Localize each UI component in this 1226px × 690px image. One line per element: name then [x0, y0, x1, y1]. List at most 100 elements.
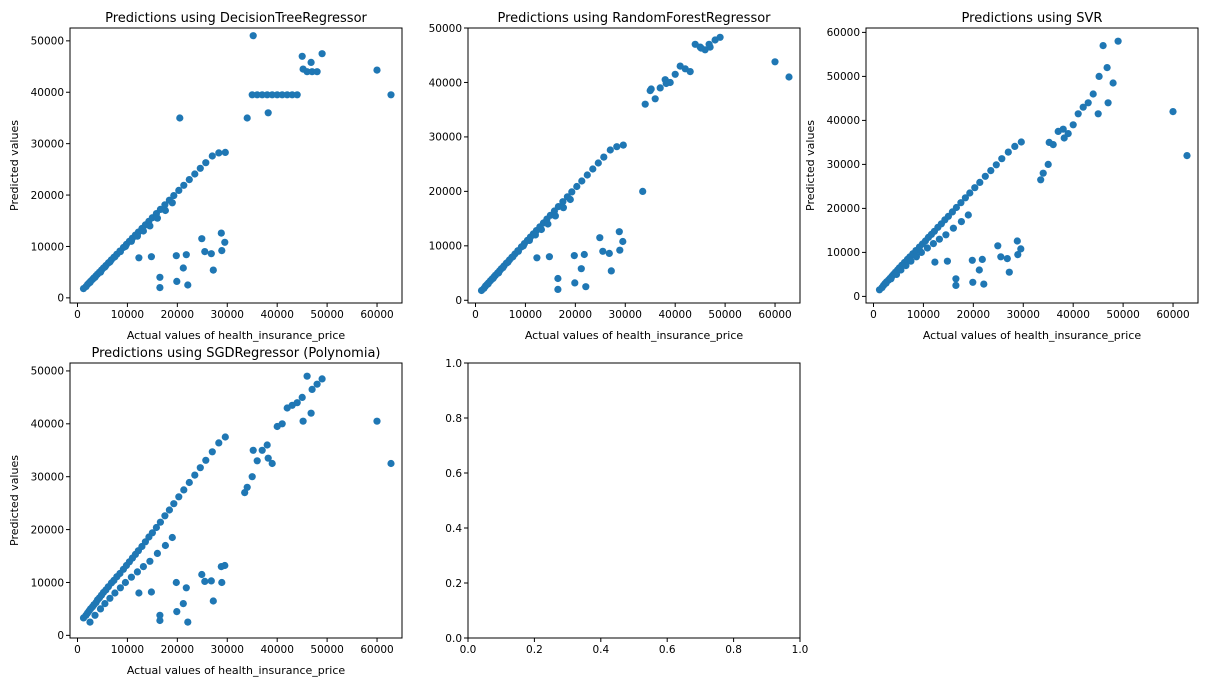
- data-point: [116, 584, 124, 592]
- data-point: [1039, 169, 1047, 177]
- data-point: [1084, 99, 1092, 107]
- subplot-title: Predictions using DecisionTreeRegressor: [105, 11, 367, 26]
- x-tick-label: 0.2: [526, 644, 543, 656]
- data-point: [121, 242, 129, 251]
- data-point: [248, 473, 256, 481]
- data-point: [184, 281, 192, 289]
- data-point: [268, 91, 276, 99]
- data-points: [477, 33, 793, 295]
- x-tick-label: 50000: [310, 644, 343, 656]
- data-point: [619, 141, 627, 149]
- data-point: [671, 70, 679, 78]
- x-tick-label: 60000: [360, 309, 393, 321]
- data-point: [578, 177, 586, 185]
- data-point: [589, 165, 597, 173]
- data-point: [264, 109, 272, 117]
- data-point: [568, 188, 576, 196]
- x-tick-label: 1.0: [792, 644, 809, 656]
- y-tick-label: 0: [455, 295, 462, 307]
- x-tick-label: 60000: [758, 309, 791, 321]
- data-point: [135, 589, 143, 597]
- data-point: [533, 254, 541, 262]
- y-tick-label: 0.8: [445, 413, 462, 425]
- data-point: [179, 264, 187, 272]
- data-point: [917, 248, 926, 256]
- data-point: [1059, 125, 1067, 133]
- axes-frame: [865, 27, 1199, 304]
- data-point: [176, 114, 184, 122]
- data-point: [599, 247, 607, 255]
- data-point: [133, 568, 141, 576]
- y-tick-label: 0: [853, 291, 860, 303]
- data-point: [966, 189, 974, 197]
- data-point: [606, 146, 614, 154]
- data-point: [716, 33, 724, 41]
- data-point: [263, 91, 271, 99]
- y-tick-label: 0.0: [445, 633, 462, 645]
- data-point: [249, 32, 257, 40]
- data-point: [156, 518, 164, 526]
- data-point: [892, 270, 901, 278]
- data-point: [283, 91, 291, 99]
- data-point: [139, 227, 147, 235]
- data-point: [525, 236, 534, 244]
- data-point: [217, 229, 225, 237]
- y-tick-label: 50000: [31, 366, 64, 378]
- data-point: [308, 68, 316, 76]
- y-tick-label: 30000: [31, 472, 64, 484]
- data-point: [1099, 42, 1107, 50]
- data-point: [531, 231, 540, 239]
- data-point: [619, 237, 627, 246]
- data-point: [116, 248, 124, 256]
- data-point: [215, 439, 223, 447]
- axes-frame: [69, 27, 403, 304]
- data-points: [79, 32, 395, 293]
- x-tick-label: 10000: [907, 309, 940, 321]
- data-point: [91, 273, 99, 281]
- data-point: [697, 44, 705, 52]
- data-point: [968, 256, 976, 264]
- data-point: [202, 456, 210, 464]
- data-point: [976, 178, 984, 186]
- data-point: [313, 68, 321, 76]
- data-point: [952, 203, 961, 212]
- y-tick-label: 40000: [429, 77, 462, 89]
- data-point: [133, 232, 141, 240]
- data-point: [146, 557, 154, 565]
- data-point: [148, 529, 156, 537]
- y-tick-label: 10000: [31, 577, 64, 589]
- data-point: [170, 192, 178, 200]
- y-tick-label: 50000: [827, 71, 860, 83]
- data-point: [987, 167, 995, 175]
- x-tick-label: 30000: [211, 309, 244, 321]
- data-point: [156, 611, 164, 619]
- data-point: [583, 171, 591, 179]
- data-point: [373, 66, 381, 74]
- data-point: [293, 399, 301, 407]
- data-point: [559, 204, 568, 212]
- data-point: [184, 618, 192, 626]
- data-point: [1169, 108, 1177, 116]
- data-point: [952, 281, 960, 289]
- subplot-3: Predictions using SVR 0 10000 20000 30000 400…: [804, 11, 1199, 342]
- data-point: [156, 273, 164, 281]
- data-point: [127, 573, 135, 581]
- x-tick-label: 0.4: [592, 644, 609, 656]
- x-tick-label: 0.6: [659, 644, 676, 656]
- data-point: [111, 253, 119, 261]
- data-point: [1060, 134, 1068, 142]
- x-tick-label: 30000: [609, 309, 642, 321]
- data-point: [253, 91, 261, 99]
- data-point: [943, 257, 952, 265]
- data-point: [202, 159, 210, 167]
- subplot-2: Predictions using RandomForestRegressor 0…: [429, 11, 801, 342]
- data-point: [907, 257, 915, 265]
- x-tick-label: 20000: [559, 309, 592, 321]
- data-point: [268, 459, 276, 468]
- data-point: [992, 161, 1000, 169]
- data-point: [161, 206, 169, 215]
- data-point: [923, 244, 932, 252]
- data-point: [221, 148, 229, 156]
- data-point: [182, 584, 190, 592]
